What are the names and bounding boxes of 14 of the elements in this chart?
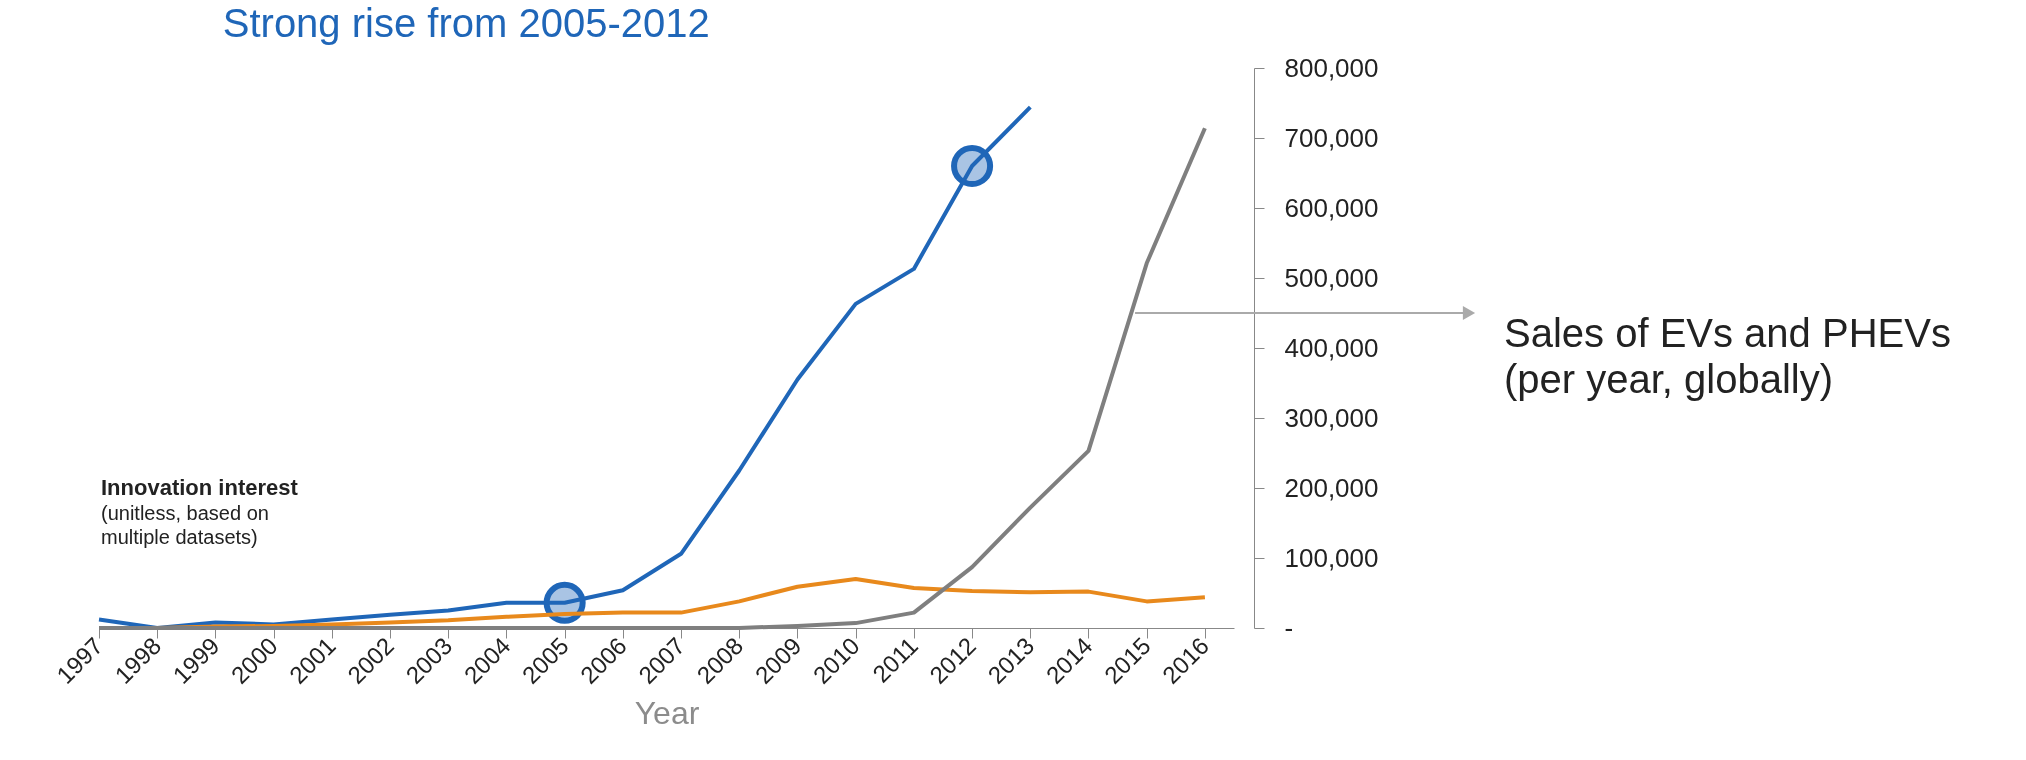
annotation: Innovation interest — [101, 475, 299, 500]
annotation: Sales of EVs and PHEVs (per year, globally) — [1504, 311, 1951, 401]
y-tick-label: 200,000 — [1284, 472, 1379, 503]
y-tick-label: - — [1284, 612, 1294, 643]
x-axis-title: Year — [634, 694, 700, 731]
y-tick-label: 400,000 — [1284, 332, 1379, 363]
y-tick-label: 500,000 — [1284, 262, 1379, 293]
y-tick-label: 100,000 — [1284, 542, 1379, 573]
y-tick-label: 700,000 — [1284, 122, 1379, 153]
chart-title: Strong rise from 2005-2012 — [222, 1, 710, 45]
y-tick-label: 600,000 — [1284, 192, 1379, 223]
annotation: (unitless, based on multiple datasets) — [101, 502, 269, 548]
y-tick-label: 300,000 — [1284, 402, 1379, 433]
y-tick-label: 800,000 — [1284, 52, 1379, 83]
